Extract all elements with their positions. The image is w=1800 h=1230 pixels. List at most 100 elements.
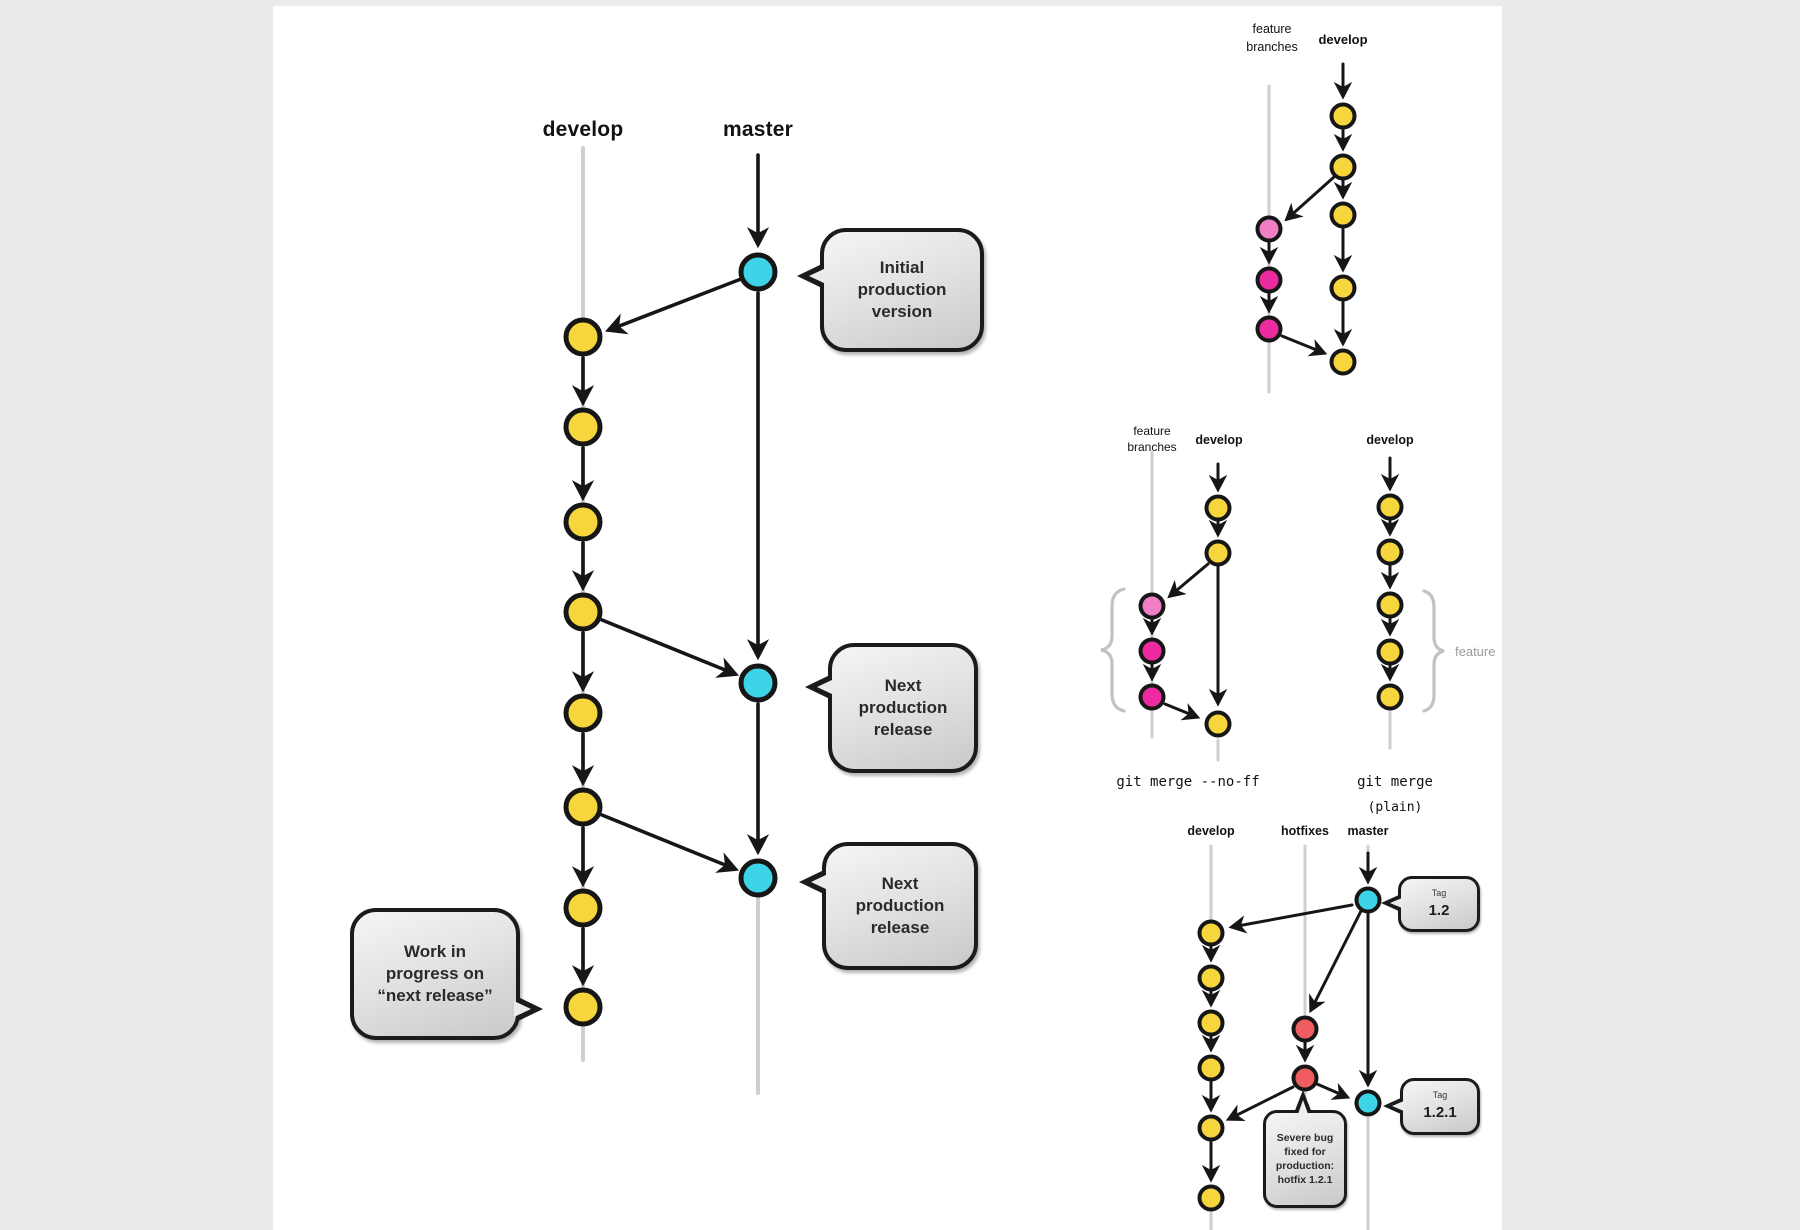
commit-dot-develop (563, 502, 603, 542)
commit-dot-develop (1376, 538, 1404, 566)
callout-text: Next production release (855, 873, 945, 938)
commit-dot-develop (1204, 494, 1232, 522)
callout-tag-1-2-1: Tag 1.2.1 (1383, 1078, 1480, 1135)
commit-dot-master (738, 663, 778, 703)
callout-text: Work in progress on “next release” (377, 941, 493, 1006)
noff-arrows (1142, 462, 1228, 721)
branch-arrow (1228, 903, 1354, 934)
callout-text: Initial production version (857, 257, 947, 322)
hotfix-arrows (1201, 851, 1378, 1183)
merge-arrow (1163, 702, 1201, 721)
commit-dot-feature (1255, 266, 1283, 294)
commit-dot-merge (1204, 710, 1232, 738)
callout-tag-1-2: Tag 1.2 (1381, 876, 1480, 932)
commit-dot-feature (1138, 683, 1166, 711)
commit-dot-feature (1138, 637, 1166, 665)
commit-dot-develop (563, 693, 603, 733)
commit-dot-develop (1329, 274, 1357, 302)
tag-label: Tag (1431, 887, 1447, 898)
commit-dot-develop (1197, 919, 1225, 947)
hotfix-diagram (1197, 844, 1382, 1230)
tag-label: Tag (1432, 1090, 1448, 1101)
commit-dot-develop (1376, 683, 1404, 711)
merge-arrow (1225, 1085, 1295, 1121)
curly-brace-right (1422, 589, 1445, 713)
hotfix-hotfixes-label: hotfixes (1281, 824, 1329, 838)
merge-arrow (600, 618, 739, 678)
feature-diagram-arrows (1259, 62, 1353, 357)
plain-develop-label: develop (1366, 433, 1414, 447)
callout-text: Next production release (858, 675, 948, 740)
commit-dot-develop (563, 317, 603, 357)
commit-dot-develop (1197, 1009, 1225, 1037)
commit-dot-develop (1376, 638, 1404, 666)
commit-dot-develop (563, 592, 603, 632)
commit-dot-develop (563, 787, 603, 827)
commit-dot-master (1354, 1089, 1382, 1117)
tag-value: 1.2.1 (1423, 1104, 1457, 1122)
main-develop-label: develop (542, 118, 624, 141)
merge-arrow (600, 813, 739, 873)
noff-develop-label: develop (1195, 433, 1243, 447)
plain-commits (1376, 493, 1404, 711)
commit-dot-feature (1255, 315, 1283, 343)
callout-work-in-progress: Work in progress on “next release” (350, 908, 543, 1040)
feature-develop-label: develop (1318, 32, 1368, 47)
plain-caption-line2: (plain) (1367, 800, 1423, 815)
branch-arrow (605, 277, 743, 335)
callout-severe-bug-note: Severe bug fixed for production: hotfix … (1263, 1090, 1347, 1208)
commit-dot-develop (1204, 539, 1232, 567)
commit-dot-develop (1376, 591, 1404, 619)
commit-dot-feature (1255, 215, 1283, 243)
commit-dot-develop (1329, 348, 1357, 376)
commit-dot-develop (1329, 102, 1357, 130)
commit-dot-develop (1329, 153, 1357, 181)
commit-dot-develop (563, 987, 603, 1027)
commit-dot-develop (563, 888, 603, 928)
branch-arrow (1309, 909, 1363, 1014)
feature-diagram-commits (1255, 102, 1357, 376)
merge-arrow (1280, 334, 1328, 357)
noff-caption: git merge --no-ff (1116, 774, 1260, 790)
hotfix-commits (1197, 886, 1382, 1212)
noff-feature-branches-label: feature branches (1127, 424, 1177, 455)
commit-dot-develop (1197, 1114, 1225, 1142)
feature-branches-label: feature branches (1246, 22, 1298, 54)
callout-next-production-release-1: Next production release (805, 643, 978, 773)
note-text: Severe bug fixed for production: hotfix … (1275, 1131, 1335, 1187)
commit-dot-feature (1138, 592, 1166, 620)
hotfix-develop-label: develop (1187, 824, 1235, 838)
commit-dot-develop (1376, 493, 1404, 521)
main-branch-guides (581, 146, 760, 1095)
commit-dot-develop (563, 407, 603, 447)
curly-brace-left (1100, 587, 1126, 713)
merge-arrow (1315, 1082, 1351, 1100)
main-arrows (571, 153, 770, 987)
main-gitflow-diagram (563, 146, 778, 1095)
feature-branch-diagram (1255, 62, 1357, 394)
main-commits (563, 252, 778, 1027)
branch-arrow (1284, 175, 1336, 222)
commit-dot-develop (1197, 1184, 1225, 1212)
plain-brace-feature-label: feature (1455, 644, 1496, 659)
commit-dot-hotfix (1291, 1064, 1319, 1092)
commit-dot-develop (1197, 964, 1225, 992)
noff-commits (1138, 494, 1232, 738)
commit-dot-master (1354, 886, 1382, 914)
tag-value: 1.2 (1428, 901, 1450, 919)
merge-noff-diagram (1100, 450, 1232, 762)
main-master-label: master (722, 118, 794, 141)
merge-plain-diagram (1376, 456, 1445, 750)
branch-arrow (1167, 562, 1210, 599)
plain-caption-line1: git merge (1357, 774, 1433, 790)
hotfix-master-label: master (1347, 824, 1389, 838)
commit-dot-develop (1197, 1054, 1225, 1082)
callout-next-production-release-2: Next production release (799, 842, 978, 970)
commit-dot-master (738, 252, 778, 292)
commit-dot-develop (1329, 201, 1357, 229)
commit-dot-hotfix (1291, 1015, 1319, 1043)
commit-dot-master (738, 858, 778, 898)
callout-initial-production-version: Initial production version (797, 228, 984, 352)
